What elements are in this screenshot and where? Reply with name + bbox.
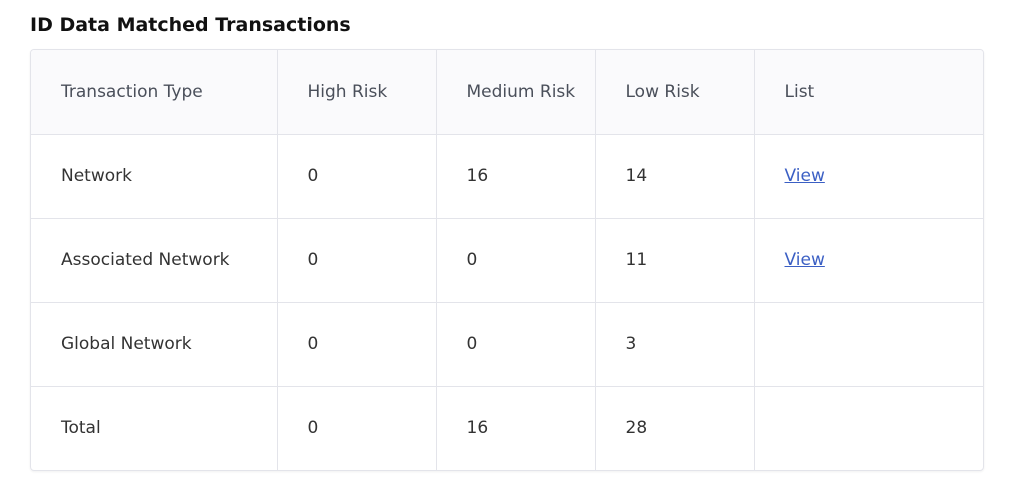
table-cell: 0 [277, 218, 437, 303]
title: ID Data Matched Transactions [30, 14, 351, 36]
table-cell: View [754, 134, 983, 219]
table-cell: Global Network [31, 302, 278, 387]
table-cell: 0 [277, 302, 437, 387]
view-link[interactable]: View [784, 166, 825, 186]
table-cell: 28 [595, 386, 755, 470]
view-link[interactable]: View [784, 250, 825, 270]
table-cell: 16 [436, 134, 596, 219]
header-cell: Transaction Type [31, 50, 278, 135]
table-cell: Total [31, 386, 278, 470]
table-cell: 0 [436, 302, 596, 387]
table-cell: 0 [436, 218, 596, 303]
header-cell: Low Risk [595, 50, 755, 135]
table-cell: 14 [595, 134, 755, 219]
table-cell: 0 [277, 134, 437, 219]
table-cell: Associated Network [31, 218, 278, 303]
table-cell: 0 [277, 386, 437, 470]
header-row: Transaction Type High Risk Medium Risk Low … [31, 50, 983, 135]
table-cell: 3 [595, 302, 755, 387]
table-row: Total 0 16 28 [31, 386, 983, 470]
table-row: Network 0 16 14 View [31, 134, 983, 219]
table-cell [754, 302, 983, 387]
table-cell: 11 [595, 218, 755, 303]
table-cell: 16 [436, 386, 596, 470]
table-row: Associated Network 0 0 11 View [31, 218, 983, 303]
table-cell [754, 386, 983, 470]
table-cell: View [754, 218, 983, 303]
header-cell: High Risk [277, 50, 437, 135]
header-cell: List [754, 50, 983, 135]
table-cell: Network [31, 134, 278, 219]
table: Transaction Type High Risk Medium Risk Low … [31, 50, 983, 470]
table-card: Transaction Type High Risk Medium Risk Low … [30, 49, 984, 471]
header-cell: Medium Risk [436, 50, 596, 135]
table-row: Global Network 0 0 3 [31, 302, 983, 387]
